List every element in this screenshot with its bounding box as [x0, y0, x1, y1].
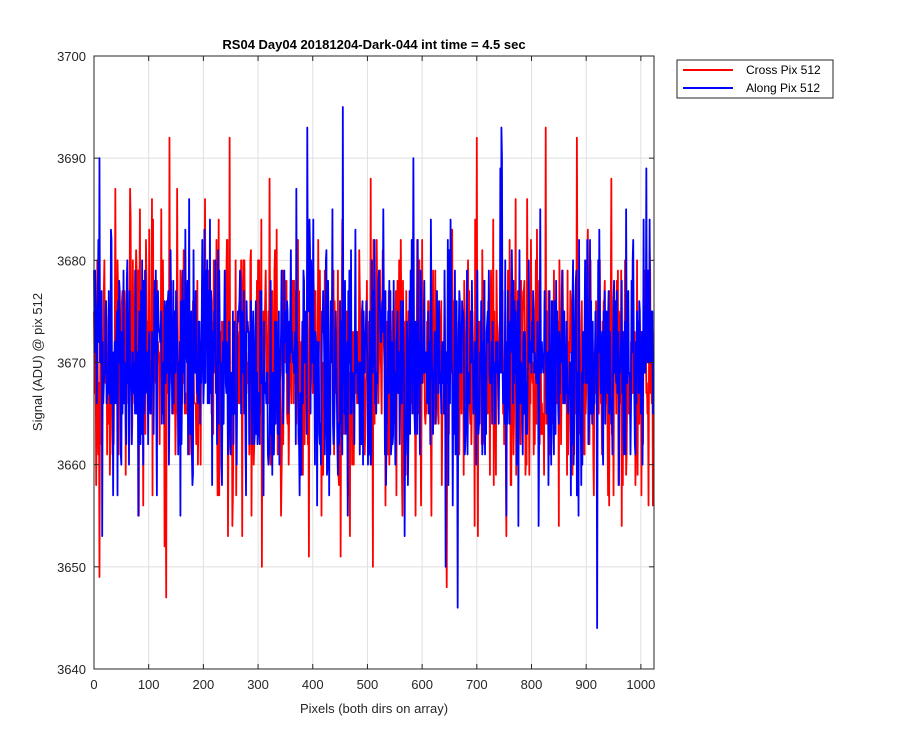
- series-layer: [93, 106, 655, 630]
- x-tick-label: 0: [90, 677, 97, 692]
- y-tick-label: 3650: [57, 560, 86, 575]
- y-tick-label: 3670: [57, 356, 86, 371]
- axis-ticks: 0 100 200 300 400 500 600 700 800 900 1000 3640 3650…: [57, 49, 655, 692]
- y-tick-label: 3680: [57, 253, 86, 268]
- x-tick-label: 800: [521, 677, 543, 692]
- y-tick-label: 3690: [57, 151, 86, 166]
- x-tick-label: 400: [302, 677, 324, 692]
- x-tick-label: 1000: [626, 677, 655, 692]
- legend-label-cross: Cross Pix 512: [746, 63, 821, 77]
- legend-label-along: Along Pix 512: [746, 81, 820, 95]
- x-tick-label: 200: [193, 677, 215, 692]
- series-line-along-pix-512: [93, 106, 655, 630]
- chart-title: RS04 Day04 20181204-Dark-044 int time = …: [222, 37, 525, 52]
- y-tick-label: 3700: [57, 49, 86, 64]
- y-tick-label: 3640: [57, 662, 86, 677]
- y-tick-label: 3660: [57, 458, 86, 473]
- x-axis-label: Pixels (both dirs on array): [300, 701, 448, 716]
- legend: Cross Pix 512 Along Pix 512: [676, 59, 834, 99]
- x-tick-label: 500: [357, 677, 379, 692]
- x-tick-label: 100: [138, 677, 160, 692]
- y-axis-label: Signal (ADU) @ pix 512: [30, 293, 45, 431]
- x-tick-label: 600: [411, 677, 433, 692]
- x-tick-label: 700: [466, 677, 488, 692]
- x-tick-label: 900: [575, 677, 597, 692]
- legend-box: [676, 59, 834, 99]
- x-tick-label: 300: [247, 677, 269, 692]
